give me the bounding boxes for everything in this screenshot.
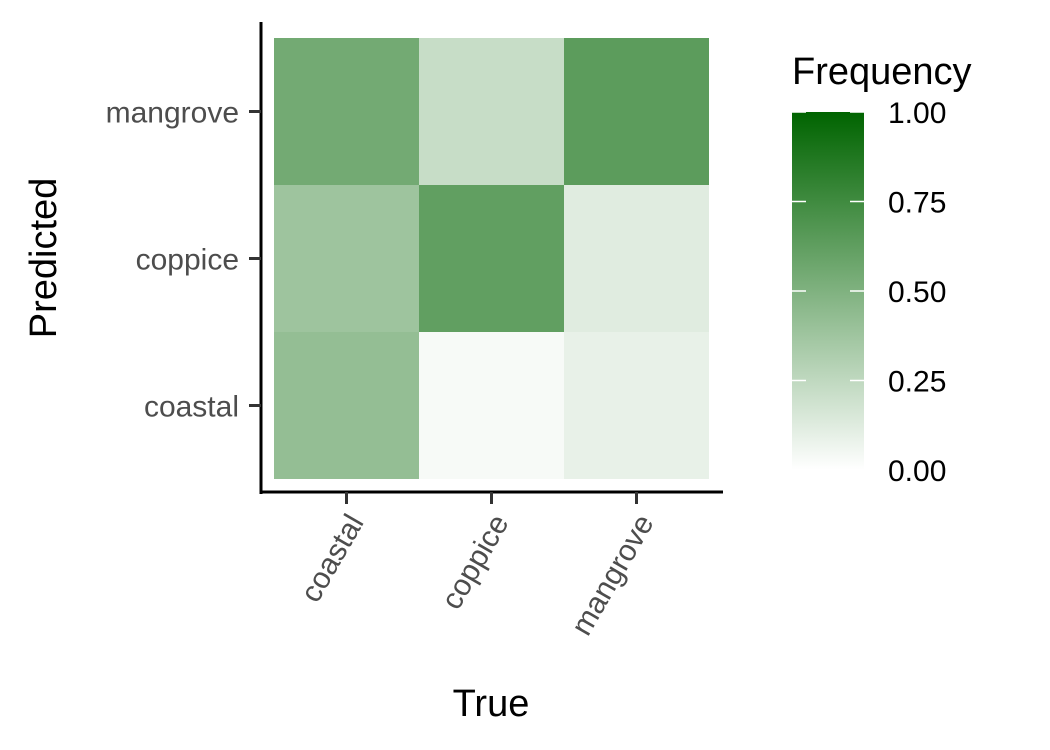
y-axis-title: Predicted	[23, 178, 65, 339]
x-tick-label-coastal: coastal	[294, 509, 370, 608]
x-tick-label-coppice: coppice	[435, 509, 515, 615]
y-tick-label-coastal: coastal	[144, 391, 239, 424]
legend-tick-label: 0.75	[888, 187, 946, 220]
heatmap-cell-mangrove-coastal	[564, 332, 709, 479]
legend-title: Frequency	[792, 51, 972, 93]
legend-tick-label: 0.00	[888, 455, 946, 488]
heatmap-cell-coastal-coastal	[274, 332, 419, 479]
heatmap-cell-coppice-coppice	[419, 185, 564, 332]
heatmap-cell-coppice-mangrove	[419, 38, 564, 185]
legend-tick-label: 1.00	[888, 97, 946, 130]
y-tick-label-coppice: coppice	[136, 244, 239, 277]
heatmap-cell-mangrove-mangrove	[564, 38, 709, 185]
heatmap-cell-mangrove-coppice	[564, 185, 709, 332]
heatmap-cell-coastal-mangrove	[274, 38, 419, 185]
heatmap-cells	[274, 38, 709, 479]
legend-tick-label: 0.25	[888, 366, 946, 399]
x-tick-label-mangrove: mangrove	[565, 509, 660, 641]
legend-tick-label: 0.50	[888, 276, 946, 309]
heatmap-cell-coastal-coppice	[274, 185, 419, 332]
x-axis-title: True	[453, 683, 530, 725]
heatmap-cell-coppice-coastal	[419, 332, 564, 479]
legend: Frequency 1.00 0.75 0.50 0.25 0.00	[792, 51, 972, 488]
y-tick-label-mangrove: mangrove	[106, 97, 239, 130]
